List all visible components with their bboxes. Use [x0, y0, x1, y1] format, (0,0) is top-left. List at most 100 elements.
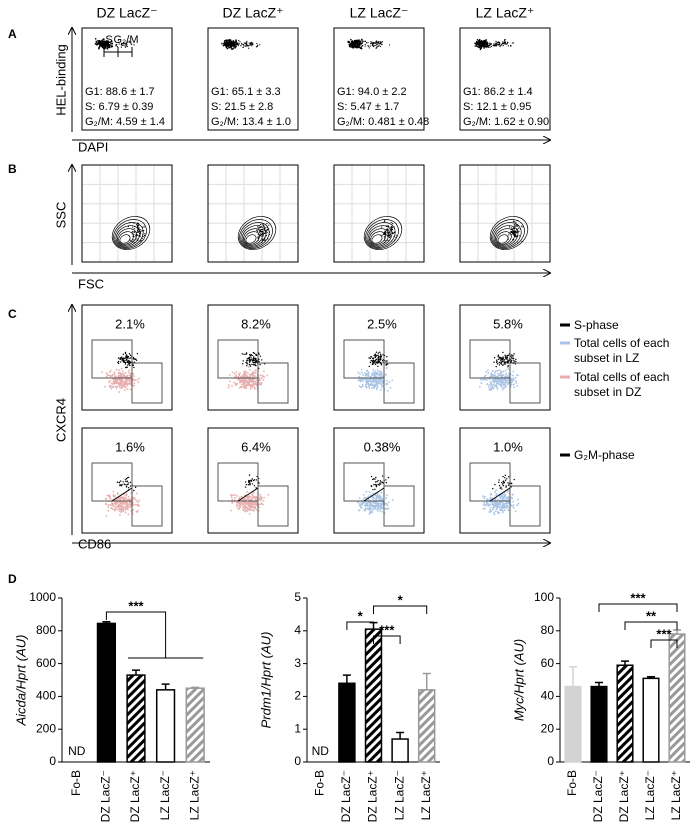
cell-dot	[230, 494, 233, 497]
gate-diagonal	[237, 487, 259, 502]
cell-dot	[502, 42, 504, 44]
cell-dot	[500, 371, 503, 374]
cell-dot	[250, 503, 252, 506]
cell-dot	[122, 359, 124, 361]
cell-dot	[494, 491, 496, 493]
cell-dot	[126, 480, 129, 482]
cell-dot	[244, 373, 247, 375]
cell-dot	[114, 382, 116, 385]
cell-dot	[124, 46, 126, 48]
y-tick-label: 5	[294, 590, 301, 604]
cell-dot	[510, 44, 512, 47]
cell-dot	[379, 362, 381, 364]
cell-dot	[262, 228, 264, 230]
cell-dot	[248, 513, 251, 515]
cell-dot	[95, 40, 98, 43]
cell-dot	[381, 510, 383, 513]
cell-dot	[125, 494, 128, 497]
cell-dot	[246, 363, 249, 365]
cell-dot	[120, 46, 122, 48]
cell-dot	[483, 47, 485, 49]
cell-dot	[512, 233, 515, 235]
error-bar	[191, 686, 200, 689]
cell-dot	[235, 41, 237, 43]
cell-dot	[485, 39, 488, 41]
cell-dot	[253, 380, 256, 383]
cell-dot	[114, 380, 117, 383]
cell-dot	[243, 374, 245, 377]
cell-dot	[493, 513, 496, 516]
x-axis-label: FSC	[78, 276, 104, 291]
cell-dot	[232, 39, 235, 42]
cell-dot	[121, 496, 124, 499]
cell-dot	[127, 483, 129, 486]
cell-dot	[502, 360, 504, 363]
cell-dot	[249, 369, 251, 371]
cell-dot	[105, 515, 108, 518]
cell-dot	[106, 43, 108, 46]
cell-dot	[120, 485, 123, 487]
cell-dot	[379, 370, 382, 373]
cell-dot	[127, 41, 129, 43]
cell-dot	[371, 505, 373, 507]
cell-dot	[138, 227, 140, 229]
cell-dot	[358, 509, 361, 512]
x-tick-label: DZ LacZ⁻	[591, 770, 605, 822]
cell-dot	[508, 234, 510, 236]
cell-dot	[489, 42, 491, 44]
cell-dot	[515, 232, 517, 234]
cell-dot	[522, 226, 524, 228]
gate-diagonal	[363, 487, 385, 502]
contour	[365, 219, 399, 249]
cell-dot	[389, 231, 391, 233]
cell-dot	[122, 358, 124, 360]
cell-dot	[507, 476, 510, 478]
cell-dot	[260, 233, 262, 235]
cell-dot	[354, 39, 357, 42]
cell-dot	[371, 478, 374, 481]
cell-dot	[375, 375, 377, 378]
cell-dot	[126, 507, 129, 510]
cell-dot	[250, 479, 253, 482]
cell-dot	[254, 369, 257, 372]
cell-dot	[476, 38, 479, 41]
cell-dot	[516, 235, 518, 237]
significance-stars: ***	[630, 590, 646, 605]
cell-dot	[250, 41, 253, 44]
cell-dot	[489, 503, 492, 506]
cell-dot	[110, 506, 113, 509]
cell-dot	[124, 508, 127, 511]
cell-dot	[114, 502, 116, 505]
cell-dot	[360, 371, 363, 374]
cell-dot	[120, 387, 123, 389]
cell-dot	[488, 388, 491, 391]
cell-dot	[386, 232, 388, 234]
group-line	[128, 620, 204, 659]
significance-stars: ***	[128, 598, 144, 613]
cell-dot	[360, 39, 363, 41]
cell-dot	[378, 494, 381, 497]
cell-dot	[374, 42, 376, 44]
cell-dot	[125, 502, 128, 505]
cell-dot	[233, 381, 236, 384]
cell-dot	[263, 376, 266, 378]
cell-dot	[262, 370, 265, 373]
cell-dot	[501, 43, 503, 45]
cell-dot	[356, 501, 359, 504]
cell-dot	[375, 361, 378, 364]
cell-dot	[495, 507, 498, 509]
cell-dot	[348, 45, 351, 48]
cell-dot	[505, 502, 508, 505]
cell-dot	[246, 372, 249, 374]
cell-dot	[479, 47, 482, 49]
cell-dot	[381, 234, 383, 236]
cell-dot	[231, 498, 234, 501]
cell-dot	[262, 499, 265, 502]
cell-dot	[255, 229, 258, 231]
cell-dot	[374, 501, 376, 504]
cell-dot	[350, 44, 352, 46]
cell-dot	[106, 373, 109, 376]
cell-dot	[122, 353, 124, 355]
cell-dot	[364, 40, 366, 43]
cell-dot	[260, 235, 262, 237]
